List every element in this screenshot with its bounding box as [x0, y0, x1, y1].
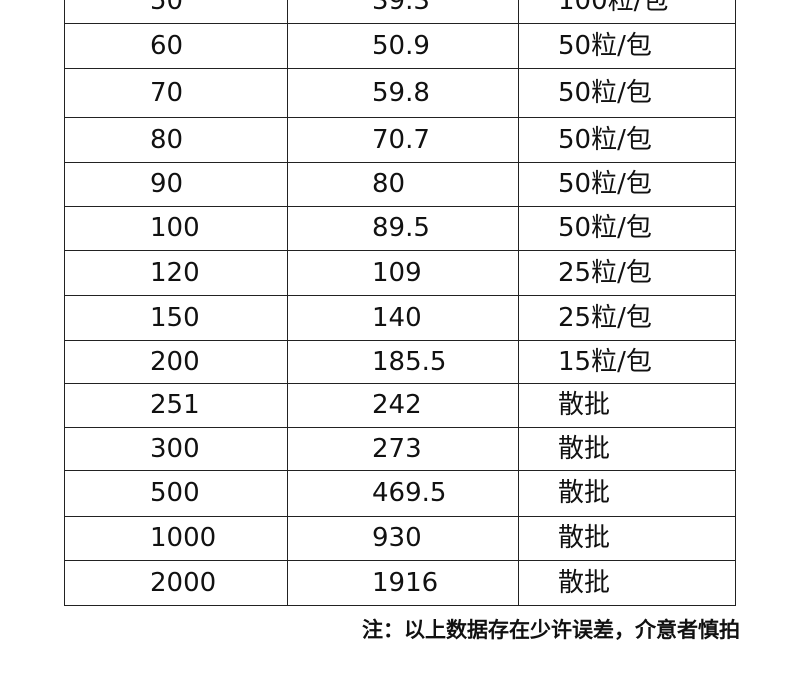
table-cell: 50粒/包 [558, 169, 652, 199]
table-cell: 120 [150, 257, 200, 288]
table-cell: 150 [150, 302, 200, 333]
table-cell: 25粒/包 [558, 302, 652, 333]
table-cell: 70.7 [372, 124, 430, 155]
table-cell: 散批 [558, 523, 611, 553]
table-cell: 1916 [372, 567, 439, 598]
table-cell: 100粒/包 [558, 0, 669, 16]
note: 注：以上数据存在少许误差，介意者慎拍 [362, 618, 740, 642]
row-border [64, 162, 736, 163]
table-cell: 500 [150, 478, 200, 508]
table-cell: 50.9 [372, 30, 430, 61]
row-border [64, 117, 736, 118]
row-border [64, 23, 736, 24]
table-cell: 140 [372, 302, 422, 333]
row-border [64, 383, 736, 384]
table-cell: 200 [150, 346, 200, 377]
table-cell: 251 [150, 390, 200, 420]
table-cell: 50 [150, 0, 184, 16]
table-cell: 散批 [558, 567, 611, 598]
table-cell: 273 [372, 433, 422, 464]
column-border [518, 0, 519, 606]
row-border [64, 470, 736, 471]
table-cell: 185.5 [372, 346, 447, 377]
table-cell: 89.5 [372, 213, 430, 243]
table-cell: 60 [150, 30, 184, 61]
row-border [64, 295, 736, 296]
column-border [287, 0, 288, 606]
table-cell: 散批 [558, 433, 611, 464]
table-cell: 15粒/包 [558, 346, 652, 377]
column-border [64, 0, 65, 606]
row-border [64, 516, 736, 517]
table-cell: 242 [372, 390, 422, 420]
row-border [64, 340, 736, 341]
row-border [64, 427, 736, 428]
table-cell: 50粒/包 [558, 30, 652, 61]
table-cell: 散批 [558, 478, 611, 508]
table-cell: 70 [150, 77, 184, 108]
table-cell: 50粒/包 [558, 77, 652, 108]
table-cell: 50粒/包 [558, 124, 652, 155]
table-cell: 80 [372, 169, 406, 199]
table-cell: 50粒/包 [558, 213, 652, 243]
table-cell: 930 [372, 523, 422, 553]
table-cell: 2000 [150, 567, 217, 598]
row-border [64, 206, 736, 207]
table-cell: 90 [150, 169, 184, 199]
row-border [64, 250, 736, 251]
table-cell: 59.8 [372, 77, 430, 108]
column-border [735, 0, 736, 606]
table-cell: 散批 [558, 390, 611, 420]
table-cell: 100 [150, 213, 200, 243]
table-cell: 109 [372, 257, 422, 288]
table-cell: 39.3 [372, 0, 430, 16]
table-cell: 80 [150, 124, 184, 155]
table-cell: 25粒/包 [558, 257, 652, 288]
table-cell: 469.5 [372, 478, 447, 508]
row-border [64, 68, 736, 69]
table-cell: 1000 [150, 523, 217, 553]
row-border [64, 560, 736, 561]
table-cell: 300 [150, 433, 200, 464]
row-border [64, 605, 736, 606]
